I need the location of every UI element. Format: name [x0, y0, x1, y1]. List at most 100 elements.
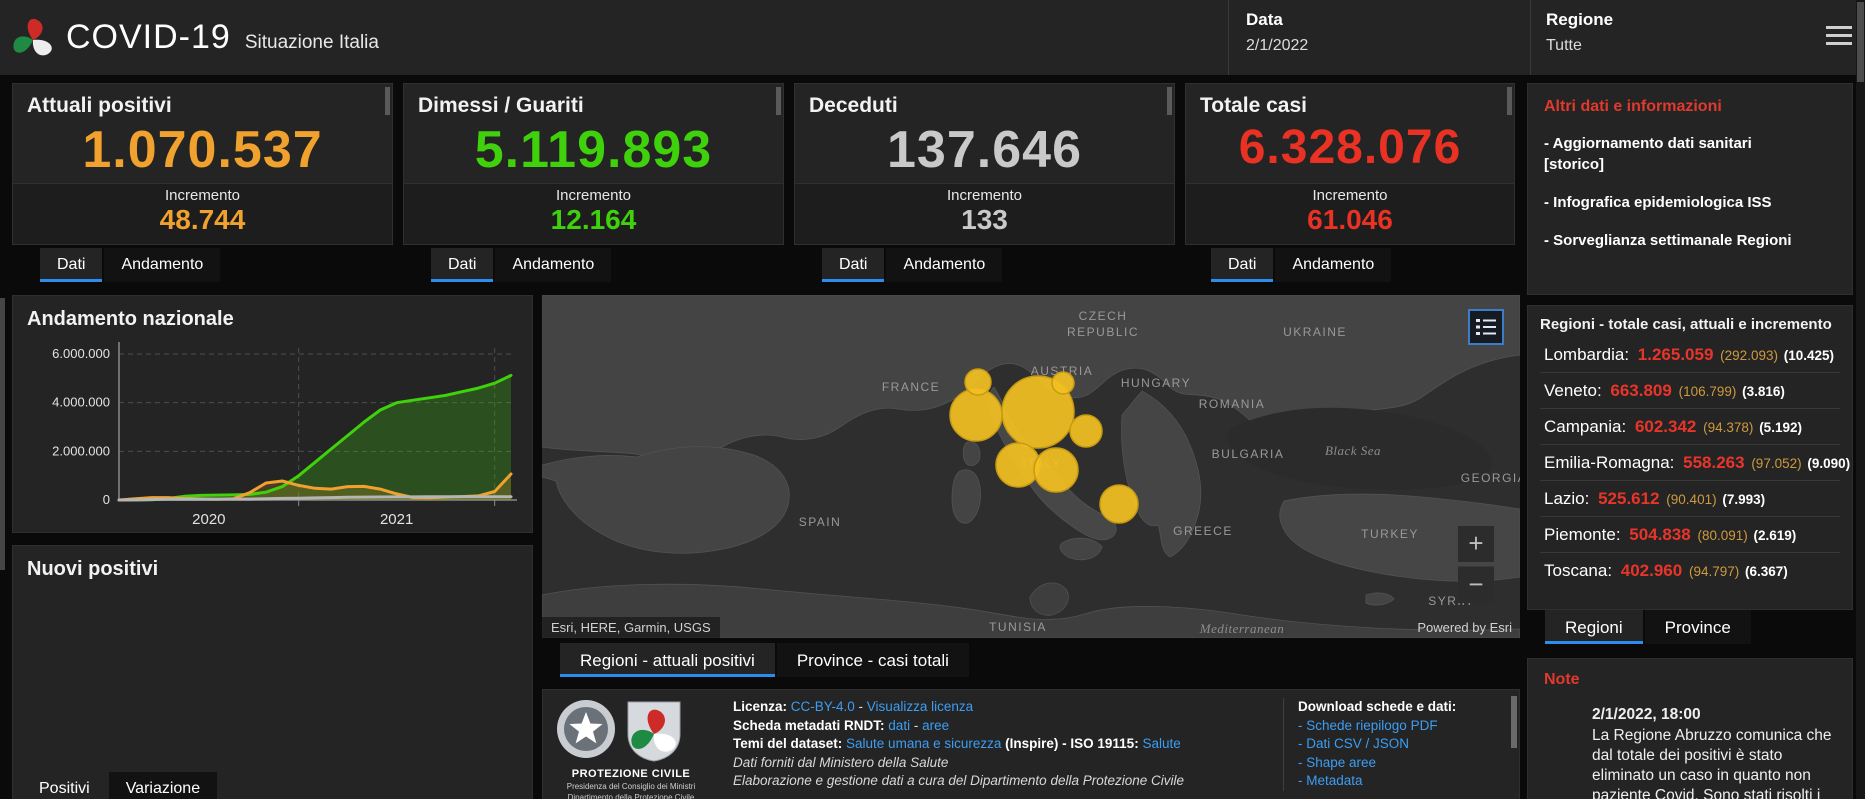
tab-andamento[interactable]: Andamento: [495, 248, 612, 282]
regioni-panel: Regioni - totale casi, attuali e increme…: [1527, 305, 1853, 610]
region-row: Lombardia: 1.265.059 (292.093) (10.425): [1544, 345, 1835, 364]
header-divider: [1228, 0, 1229, 75]
altri-dati-title: Altri dati e informazioni: [1544, 98, 1722, 115]
map-label: TURKEY: [1361, 527, 1419, 541]
card-scrollbar[interactable]: [1167, 87, 1172, 115]
region-row: Campania: 602.342 (94.378) (5.192): [1540, 408, 1840, 444]
date-selector[interactable]: Data 2/1/2022: [1246, 10, 1308, 55]
logo-caption: PROTEZIONE CIVILE Presidenza del Consigl…: [553, 768, 709, 799]
map-label: ROMANIA: [1199, 397, 1266, 411]
download-title: Download schede e dati:: [1298, 699, 1457, 714]
license-link[interactable]: Salute umana e sicurezza: [846, 736, 1002, 751]
tab-dati[interactable]: Dati: [822, 248, 885, 282]
card-value: 1.070.537: [82, 121, 323, 179]
tab-variazione[interactable]: Variazione: [108, 772, 218, 799]
covid-bubble[interactable]: [1051, 371, 1075, 395]
card-scrollbar[interactable]: [776, 87, 781, 115]
app-header: COVID-19 Situazione Italia Data 2/1/2022…: [0, 0, 1865, 75]
region-value: Tutte: [1546, 37, 1582, 54]
powered-by-esri: Powered by Esri: [1417, 620, 1512, 635]
left-column-scrollbar-thumb[interactable]: [0, 298, 5, 570]
card-increment: Incremento 12.164: [404, 183, 783, 244]
license-row: Elaborazione e gestione dati a cura del …: [733, 772, 1263, 791]
zoom-in-button[interactable]: +: [1458, 526, 1494, 562]
info-link[interactable]: - Aggiornamento dati sanitari [storico]: [1544, 135, 1752, 173]
map-panel: CZECH REPUBLIC FRANCE AUSTRIA HUNGARY UKRAINE…: [542, 295, 1520, 638]
page-scrollbar-track[interactable]: [1856, 0, 1865, 799]
series-dimessi-guariti: [117, 373, 513, 502]
tab-province[interactable]: Province: [1644, 610, 1751, 644]
chart-title: Andamento nazionale: [27, 308, 234, 330]
card-dimessi-guariti: Dimessi / Guariti 5.119.893 Incremento 1…: [403, 83, 784, 245]
legend-button[interactable]: [1468, 309, 1504, 345]
app-subtitle: Situazione Italia: [244, 31, 379, 53]
altri-dati-links: - Aggiornamento dati sanitari [storico] -…: [1544, 133, 1836, 251]
card-value: 137.646: [887, 121, 1082, 179]
license-link[interactable]: CC-BY-4.0: [790, 699, 855, 714]
covid-bubble[interactable]: [964, 368, 992, 396]
covid-bubble[interactable]: [949, 388, 1003, 442]
tab-andamento[interactable]: Andamento: [1275, 248, 1392, 282]
tab-regioni-attuali-positivi[interactable]: Regioni - attuali positivi: [560, 643, 775, 677]
license-link[interactable]: Visualizza licenza: [866, 699, 974, 714]
license-text: Licenza:: [733, 699, 791, 714]
license-link[interactable]: dati: [888, 717, 911, 733]
note-title: Note: [1544, 671, 1580, 688]
region-selector[interactable]: Regione Tutte: [1546, 10, 1613, 55]
protezione-civile-logo-icon: [13, 18, 52, 55]
download-link[interactable]: - Shape aree: [1298, 754, 1377, 770]
covid-bubble[interactable]: [1069, 414, 1103, 448]
download-link[interactable]: - Schede riepilogo PDF: [1298, 717, 1438, 733]
tab-dati[interactable]: Dati: [1211, 248, 1274, 282]
license-text: -: [854, 699, 867, 714]
map-label: UKRAINE: [1283, 325, 1347, 339]
tab-regioni[interactable]: Regioni: [1545, 610, 1643, 644]
info-link[interactable]: - Infografica epidemiologica ISS: [1544, 194, 1772, 211]
card-title: Deceduti: [809, 94, 898, 117]
card-scrollbar[interactable]: [1507, 87, 1512, 115]
card-attuali-positivi: Attuali positivi 1.070.537 Incremento 48…: [12, 83, 393, 245]
download-section: Download schede e dati: - Schede riepilo…: [1283, 698, 1508, 791]
card-tabs-guariti: Dati Andamento: [431, 248, 612, 282]
download-link[interactable]: - Metadata: [1298, 773, 1363, 788]
institution-logos: [555, 698, 685, 762]
map-label: AUSTRIA: [1031, 364, 1094, 378]
card-tabs-deceduti: Dati Andamento: [822, 248, 1003, 282]
zoom-out-button[interactable]: −: [1458, 566, 1494, 603]
covid-bubble[interactable]: [995, 442, 1041, 488]
covid-bubble[interactable]: [1033, 447, 1079, 493]
covid-bubble[interactable]: [1099, 484, 1139, 524]
legend-icon: [1476, 319, 1496, 335]
map-label: REPUBLIC: [1067, 325, 1139, 339]
hamburger-menu-icon[interactable]: [1826, 26, 1852, 48]
license-row: Scheda metadati RNDT: dati - aree: [733, 717, 1263, 736]
license-link[interactable]: Salute: [1142, 736, 1181, 751]
card-scrollbar[interactable]: [385, 87, 390, 115]
tab-andamento[interactable]: Andamento: [104, 248, 221, 282]
svg-text:6.000.000: 6.000.000: [52, 346, 110, 361]
tab-province-casi-totali[interactable]: Province - casi totali: [776, 643, 969, 677]
increment-value: 12.164: [550, 204, 637, 235]
license-info: Licenza: CC-BY-4.0 - Visualizza licenza S…: [733, 698, 1263, 791]
info-link[interactable]: - Sorveglianza settimanale Regioni: [1544, 232, 1792, 249]
license-link[interactable]: aree: [922, 717, 950, 733]
region-label: Regione: [1546, 10, 1614, 29]
europe-map[interactable]: CZECH REPUBLIC FRANCE AUSTRIA HUNGARY UKRAINE…: [542, 295, 1520, 638]
region-row: Piemonte: 504.838 (80.091) (2.619): [1540, 516, 1840, 552]
region-row: Toscana: 402.960 (94.797) (6.367): [1540, 552, 1840, 588]
license-text: - ISO 19115:: [1058, 736, 1143, 751]
map-label: GEORGIA: [1461, 471, 1520, 485]
andamento-nazionale-panel: Andamento nazionale 0 2.000.000 4.000.000 6…: [12, 295, 533, 533]
download-link[interactable]: - Dati CSV / JSON: [1298, 736, 1410, 751]
tab-dati[interactable]: Dati: [431, 248, 494, 282]
license-scrollbar[interactable]: [1511, 696, 1517, 748]
tab-andamento[interactable]: Andamento: [886, 248, 1003, 282]
tab-dati[interactable]: Dati: [40, 248, 103, 282]
tab-positivi[interactable]: Positivi: [22, 772, 107, 799]
page-scrollbar-thumb[interactable]: [1857, 2, 1864, 82]
note-panel: Note 2/1/2022, 18:00 La Regione Abruzzo …: [1527, 658, 1853, 799]
black-sea-shape: [1227, 407, 1493, 490]
app-title: COVID-19: [66, 18, 231, 56]
presidenza-emblem-icon: [557, 700, 615, 758]
svg-text:2020: 2020: [192, 511, 225, 528]
